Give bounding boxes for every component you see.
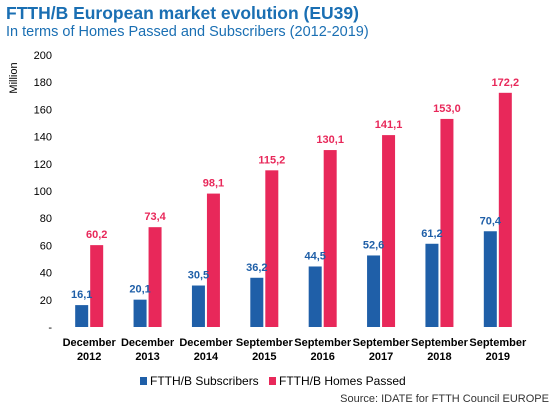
data-label: 153,0 (433, 103, 461, 115)
homes-passed-bar (382, 135, 396, 327)
y-tick-label: - (48, 322, 52, 334)
source-note: Source: IDATE for FTTH Council EUROPE (340, 393, 549, 405)
x-tick-label: 2015 (252, 351, 276, 363)
data-label: 30,5 (188, 270, 209, 282)
x-tick-label: 2014 (194, 351, 219, 363)
data-label: 44,5 (304, 250, 325, 262)
homes-passed-bar (265, 170, 279, 327)
subscribers-bar (367, 255, 381, 327)
homes-passed-bar (323, 150, 337, 327)
bars (75, 92, 512, 327)
data-label: 141,1 (375, 119, 403, 131)
legend-label: FTTH/B Homes Passed (279, 374, 406, 388)
x-tick-label: December (179, 337, 233, 349)
data-label: 73,4 (144, 211, 166, 223)
x-axis-ticks: December 2012 December 2013 December 2014 Sept… (63, 337, 527, 363)
subscribers-bar (75, 305, 89, 327)
homes-passed-bar (440, 118, 454, 327)
x-tick-label: 2013 (135, 351, 159, 363)
data-label: 60,2 (86, 229, 107, 241)
x-tick-label: 2012 (77, 351, 101, 363)
legend-swatch-subscribers (140, 377, 147, 385)
x-tick-label: September (236, 337, 294, 349)
data-label: 70,4 (480, 215, 502, 227)
y-tick-label: 200 (34, 50, 52, 62)
subscribers-bar (250, 277, 264, 327)
homes-passed-bar (148, 227, 162, 327)
data-label: 61,2 (421, 228, 442, 240)
data-label: 172,2 (492, 77, 520, 89)
y-tick-label: 140 (34, 132, 52, 144)
y-tick-label: 180 (34, 77, 52, 89)
data-label: 52,6 (363, 239, 384, 251)
legend: FTTH/B Subscribers FTTH/B Homes Passed (140, 374, 406, 388)
y-tick-label: 60 (40, 240, 52, 252)
homes-passed-bar (206, 193, 220, 327)
chart-subtitle: In terms of Homes Passed and Subscribers… (6, 24, 369, 40)
legend-swatch-homes-passed (269, 377, 276, 385)
subscribers-bar (191, 285, 205, 327)
homes-passed-bar (498, 92, 512, 327)
x-tick-label: September (294, 337, 352, 349)
y-tick-label: 160 (34, 104, 52, 116)
x-tick-label: September (353, 337, 411, 349)
legend-label: FTTH/B Subscribers (150, 374, 259, 388)
x-tick-label: December (121, 337, 175, 349)
data-label: 115,2 (258, 154, 285, 166)
data-label: 20,1 (129, 284, 150, 296)
chart-title: FTTH/B European market evolution (EU39) (6, 3, 359, 23)
data-label: 98,1 (203, 178, 224, 190)
x-tick-label: 2017 (369, 351, 393, 363)
y-tick-label: 20 (40, 295, 52, 307)
subscribers-bar (308, 266, 322, 327)
subscribers-bar (425, 243, 439, 327)
subscribers-bar (133, 299, 147, 327)
x-tick-label: September (469, 337, 527, 349)
y-axis-ticks: - 20 40 60 80 100 120 140 160 180 200 (34, 50, 53, 334)
y-tick-label: 40 (40, 268, 52, 280)
x-tick-label: September (411, 337, 469, 349)
x-tick-label: December (63, 337, 117, 349)
x-tick-label: 2019 (486, 351, 510, 363)
y-tick-label: 80 (40, 213, 52, 225)
data-label: 36,2 (246, 262, 267, 274)
homes-passed-bar (90, 245, 104, 327)
data-label: 16,1 (71, 289, 92, 301)
data-label: 130,1 (316, 134, 344, 146)
y-tick-label: 100 (34, 186, 52, 198)
data-labels: 16,1 60,2 20,1 73,4 30,5 98,1 36,2 115,2 44,5 130… (71, 77, 519, 301)
x-tick-label: 2018 (427, 351, 451, 363)
y-tick-label: 120 (34, 159, 52, 171)
subscribers-bar (483, 231, 497, 327)
x-tick-label: 2016 (310, 351, 334, 363)
